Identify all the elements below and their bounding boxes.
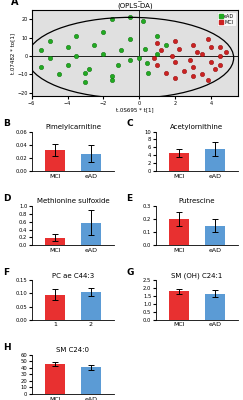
Text: F: F <box>3 268 9 277</box>
Point <box>206 36 209 43</box>
Title: Putrescine: Putrescine <box>179 198 215 204</box>
Text: G: G <box>127 268 134 277</box>
Point <box>200 51 204 57</box>
Bar <box>45 150 65 171</box>
Point <box>87 66 91 72</box>
Point <box>129 56 132 63</box>
Point <box>155 62 159 68</box>
Title: Pimelylcarnitine: Pimelylcarnitine <box>45 124 101 130</box>
Point <box>164 69 168 76</box>
Title: PC ae C44:3: PC ae C44:3 <box>52 272 94 278</box>
Text: C: C <box>127 120 133 128</box>
Text: H: H <box>3 342 10 352</box>
Point <box>218 53 222 59</box>
Point <box>116 62 120 68</box>
Bar <box>81 223 101 245</box>
Point <box>213 66 217 72</box>
Point <box>129 36 132 43</box>
Bar <box>81 154 101 171</box>
Point <box>200 71 204 78</box>
Point <box>191 73 195 80</box>
Point <box>137 55 141 61</box>
Point <box>209 58 213 65</box>
Point <box>141 18 145 24</box>
Point <box>195 49 199 56</box>
Point <box>102 29 105 35</box>
Point <box>182 68 186 74</box>
Point <box>111 73 114 80</box>
Point <box>57 71 61 78</box>
Point <box>173 38 177 44</box>
Point <box>155 32 159 39</box>
Bar <box>205 294 225 320</box>
Title: dementia_Serum
(OPLS-DA): dementia_Serum (OPLS-DA) <box>105 0 165 9</box>
Point <box>209 44 213 50</box>
Text: E: E <box>127 194 133 203</box>
Point <box>48 38 52 44</box>
Point <box>84 78 87 85</box>
Point <box>173 58 177 65</box>
Point <box>218 44 222 50</box>
Bar <box>169 153 189 171</box>
Legend: eAD, MCI: eAD, MCI <box>217 12 236 26</box>
Point <box>102 51 105 57</box>
Point <box>159 47 163 54</box>
Point <box>146 69 150 76</box>
Point <box>93 42 96 48</box>
Point <box>177 46 181 52</box>
Point <box>191 42 195 48</box>
Point <box>120 47 123 54</box>
Point <box>84 69 87 76</box>
Point <box>191 64 195 70</box>
Point <box>66 62 69 68</box>
Text: D: D <box>3 194 10 203</box>
Bar <box>45 238 65 245</box>
Bar <box>169 291 189 320</box>
Point <box>155 40 159 46</box>
Text: A: A <box>11 0 18 6</box>
Point <box>143 46 147 52</box>
Point <box>39 47 43 54</box>
X-axis label: t.0S695 * t[1]: t.0S695 * t[1] <box>116 107 154 112</box>
Point <box>206 77 209 83</box>
Point <box>152 55 156 61</box>
Point <box>111 77 114 83</box>
Bar <box>81 367 101 394</box>
Point <box>145 60 148 66</box>
Point <box>48 55 52 61</box>
Title: Acetylornithine: Acetylornithine <box>170 124 223 130</box>
Point <box>155 51 159 57</box>
Point <box>170 53 174 59</box>
Title: SM (OH) C24:1: SM (OH) C24:1 <box>171 272 223 279</box>
Text: B: B <box>3 120 9 128</box>
Point <box>66 44 69 50</box>
Bar <box>169 219 189 245</box>
Point <box>218 62 222 68</box>
Point <box>164 42 168 48</box>
Point <box>224 49 227 56</box>
Bar <box>45 295 65 320</box>
Point <box>111 16 114 22</box>
Y-axis label: t.07482 * to[1]: t.07482 * to[1] <box>11 33 16 74</box>
Bar <box>45 364 65 394</box>
Point <box>129 14 132 20</box>
Point <box>75 32 78 39</box>
Bar <box>205 149 225 171</box>
Point <box>75 53 78 59</box>
Bar <box>205 226 225 245</box>
Title: SM C24:0: SM C24:0 <box>56 347 89 353</box>
Point <box>39 64 43 70</box>
Bar <box>81 292 101 320</box>
Title: Methionine sulfoxide: Methionine sulfoxide <box>37 198 109 204</box>
Point <box>188 56 191 63</box>
Point <box>173 75 177 81</box>
